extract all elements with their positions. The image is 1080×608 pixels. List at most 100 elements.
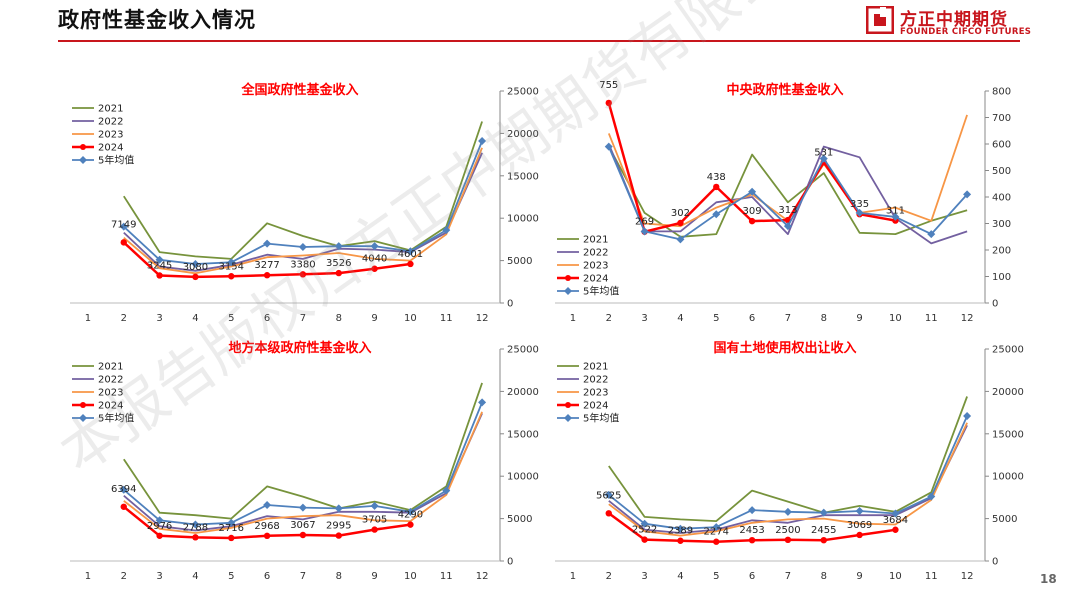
x-tick-label: 3	[641, 571, 647, 582]
point-2024	[156, 532, 163, 539]
data-label-2024: 2976	[147, 521, 172, 532]
y-tick-label: 600	[992, 140, 1011, 151]
x-tick-label: 9	[856, 571, 862, 582]
point-2024	[335, 532, 342, 539]
data-label-2024: 438	[707, 172, 726, 183]
data-label-2024: 6394	[111, 484, 136, 495]
data-label-2024: 2716	[219, 523, 244, 534]
logo-text-en: FOUNDER CIFCO FUTURES	[900, 27, 1032, 37]
y-tick-label: 500	[992, 166, 1011, 177]
chart-title: 中央政府性基金收入	[726, 82, 843, 98]
legend-marker	[565, 402, 571, 408]
x-tick-label: 9	[371, 313, 377, 324]
data-label-2024: 2788	[183, 522, 208, 533]
legend-label: 5年均值	[583, 412, 619, 425]
point-avg	[783, 507, 792, 516]
x-tick-label: 12	[961, 571, 974, 582]
series-line-2023	[123, 411, 483, 534]
point-avg	[891, 212, 900, 221]
data-label-2024: 269	[635, 217, 654, 228]
point-2024	[407, 521, 414, 528]
data-label-2024: 2500	[775, 525, 800, 536]
data-label-2024: 3245	[147, 260, 172, 271]
x-tick-label: 3	[156, 571, 162, 582]
point-2024	[605, 99, 612, 107]
legend-label: 5年均值	[98, 412, 134, 425]
y-tick-label: 0	[992, 299, 998, 310]
chart-title: 地方本级政府性基金收入	[228, 340, 371, 356]
data-label-2024: 7149	[111, 219, 136, 230]
point-2024	[820, 536, 827, 544]
point-avg	[927, 230, 936, 239]
point-avg	[119, 222, 128, 231]
point-2024	[748, 217, 756, 225]
point-avg	[604, 490, 613, 499]
x-tick-label: 10	[404, 571, 417, 582]
point-avg	[334, 242, 343, 251]
data-label-2024: 3705	[362, 515, 387, 526]
x-tick-label: 1	[85, 313, 91, 324]
x-tick-label: 9	[856, 313, 862, 324]
y-tick-label: 0	[507, 557, 513, 568]
x-tick-label: 11	[925, 313, 938, 324]
x-tick-label: 5	[713, 571, 719, 582]
data-label-2024: 313	[778, 205, 797, 216]
point-avg	[227, 518, 236, 527]
x-tick-label: 6	[749, 313, 755, 324]
point-2024	[263, 272, 271, 279]
x-tick-label: 7	[300, 571, 306, 582]
point-avg	[712, 210, 721, 219]
point-2024	[677, 219, 684, 227]
y-tick-label: 10000	[507, 214, 539, 225]
legend-label: 5年均值	[583, 285, 619, 298]
y-tick-label: 5000	[507, 256, 532, 267]
x-tick-label: 10	[889, 571, 902, 582]
point-2024	[192, 273, 199, 281]
point-avg	[927, 492, 936, 501]
point-avg	[604, 142, 613, 151]
point-2024	[892, 526, 899, 533]
data-label-2024: 4040	[362, 254, 387, 265]
data-label-2024: 3154	[219, 261, 244, 272]
legend-label: 2022	[98, 117, 123, 128]
data-label-2024: 335	[850, 199, 869, 210]
point-avg	[891, 509, 900, 518]
x-tick-label: 11	[440, 313, 453, 324]
point-2024	[784, 536, 792, 543]
x-tick-label: 1	[570, 313, 576, 324]
data-label-2024: 2968	[254, 521, 279, 532]
x-tick-label: 1	[85, 571, 91, 582]
x-tick-label: 2	[121, 313, 127, 324]
y-tick-label: 25000	[992, 345, 1024, 356]
point-avg	[963, 411, 972, 420]
y-tick-label: 20000	[992, 387, 1024, 398]
point-avg	[298, 503, 307, 512]
point-avg	[370, 501, 379, 510]
series-line-2023	[123, 147, 483, 275]
data-label-2024: 3380	[290, 259, 315, 270]
point-avg	[334, 504, 343, 513]
legend-label: 2024	[98, 143, 123, 154]
y-tick-label: 20000	[507, 387, 539, 398]
x-tick-label: 7	[300, 313, 306, 324]
x-tick-label: 5	[228, 571, 234, 582]
point-2024	[192, 534, 199, 541]
x-tick-label: 4	[677, 313, 683, 324]
legend-label: 2022	[98, 375, 123, 386]
point-2024	[748, 536, 756, 544]
legend-label: 5年均值	[98, 154, 134, 167]
data-label-2024: 755	[599, 80, 618, 91]
legend-marker	[79, 414, 87, 422]
y-tick-label: 25000	[507, 87, 539, 98]
point-2024	[228, 534, 235, 542]
data-label-2024: 3080	[183, 262, 208, 273]
point-avg	[855, 208, 864, 217]
point-2024	[713, 183, 720, 191]
legend-marker	[564, 287, 572, 295]
y-tick-label: 20000	[507, 129, 539, 140]
point-avg	[263, 501, 272, 510]
legend-label: 2023	[583, 261, 608, 272]
point-2024	[120, 503, 127, 510]
point-2024	[371, 526, 378, 533]
